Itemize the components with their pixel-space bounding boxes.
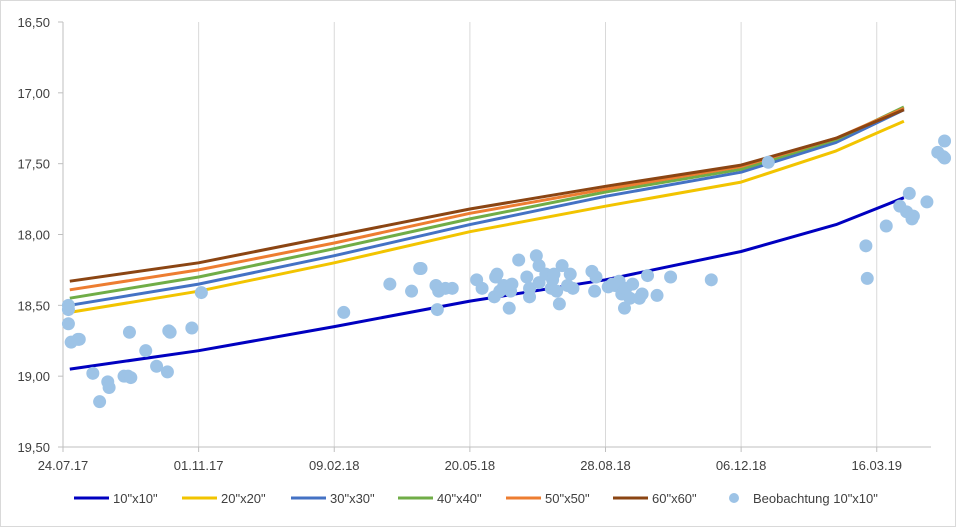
observation-point [704,273,718,287]
y-tick-label: 19,00 [17,369,50,384]
legend-item-5: 50"x50" [506,491,590,506]
observation-point [938,151,952,165]
legend-item-2: 20"x20" [182,491,266,506]
observation-point [337,305,351,319]
observation-point [490,267,504,281]
observation-point [445,281,459,295]
observation-point [139,344,153,358]
observation-point [502,301,516,315]
legend-label: 40"x40" [437,491,482,506]
observation-point [879,219,893,233]
observation-point [859,239,873,253]
observation-point [160,365,174,379]
observation-point [664,270,678,284]
legend-item-3: 30"x30" [291,491,375,506]
legend-item-7: Beobachtung 10"x10" [729,491,878,506]
observation-point [623,291,637,305]
legend-item-1: 10"x10" [74,491,158,506]
observation-point [512,253,526,267]
observation-point [414,262,428,275]
y-axis-ticks: 16,50 17,00 17,50 18,00 18,50 19,00 19,50 [17,15,63,455]
observation-point [555,259,569,273]
observation-point [102,381,116,394]
legend-marker [729,493,739,503]
observation-point [122,325,136,339]
y-tick-label: 19,50 [17,440,50,455]
observation-point [552,297,566,311]
x-tick-label: 06.12.18 [716,458,767,473]
observation-point [150,359,164,373]
x-tick-label: 09.02.18 [309,458,360,473]
series-line-2 [69,119,905,314]
observation-point [72,332,86,346]
observation-point [566,281,580,295]
observation-point [547,267,561,281]
observation-point [383,277,397,291]
observation-point [194,286,208,300]
y-tick-label: 17,00 [17,86,50,101]
observation-point [86,366,100,380]
observation-point [405,284,419,298]
y-tick-label: 16,50 [17,15,50,30]
observation-point [902,186,916,200]
x-tick-label: 20.05.18 [445,458,496,473]
observation-point [520,270,534,284]
series-line-4 [69,105,905,300]
observation-point [626,277,640,291]
observation-point [93,395,107,409]
series-line-3 [69,108,905,307]
legend-label: 10"x10" [113,491,158,506]
legend-label: 20"x20" [221,491,266,506]
y-tick-label: 17,50 [17,157,50,172]
observation-point [920,195,934,209]
observation-point [635,287,649,301]
y-tick-label: 18,00 [17,228,50,243]
x-tick-label: 01.11.17 [174,458,224,473]
grid-lines [198,22,878,447]
observation-point [650,288,664,302]
observation-point [641,269,655,283]
observation-point [475,281,489,295]
legend-item-6: 60"x60" [613,491,697,506]
observation-point [563,267,577,281]
legend-label: 30"x30" [330,491,375,506]
x-tick-label: 24.07.17 [38,458,89,473]
legend-label: Beobachtung 10"x10" [753,491,878,506]
observation-point [589,270,603,284]
x-axis-ticks: 24.07.17 01.11.17 09.02.18 20.05.18 28.08.18… [38,447,902,473]
observation-point [523,281,537,295]
observation-point [588,284,602,298]
series-line-6 [69,108,905,283]
observation-point [61,303,75,317]
observation-point [185,321,199,335]
observation-point [938,134,952,148]
y-tick-label: 18,50 [17,298,50,313]
series-lines [69,105,905,371]
observation-point [163,325,177,339]
legend: 10"x10" 20"x20" 30"x30" 40"x40" 50"x50" 60"x6… [74,491,878,506]
observation-point [617,301,631,315]
observation-point [61,317,75,331]
observation-point [529,249,543,263]
observation-points [61,134,952,409]
legend-item-4: 40"x40" [398,491,482,506]
x-tick-label: 28.08.18 [580,458,631,473]
observation-point [860,271,874,285]
observation-point [505,277,519,291]
observation-point [906,209,920,223]
observation-point [550,284,564,298]
x-tick-label: 16.03.19 [851,458,902,473]
legend-label: 60"x60" [652,491,697,506]
observation-point [761,155,775,169]
observation-point [124,371,138,385]
legend-label: 50"x50" [545,491,590,506]
series-line-1 [69,196,905,371]
observation-point [430,303,444,317]
